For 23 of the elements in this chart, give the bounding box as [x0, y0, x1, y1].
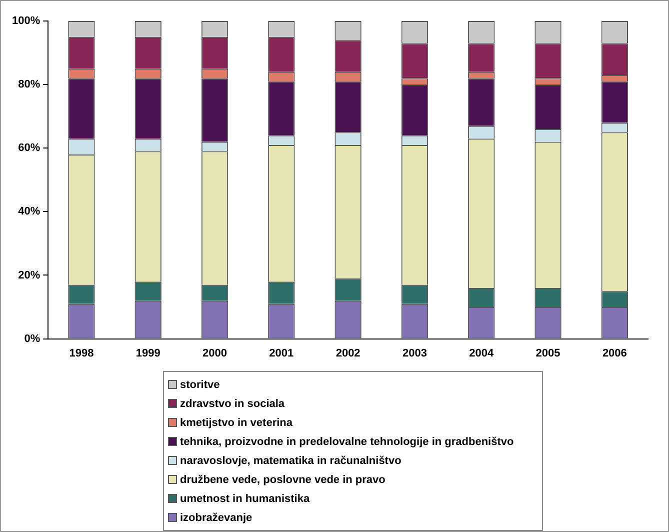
legend-label: umetnost in humanistika	[180, 492, 310, 504]
x-tick-label: 2001	[269, 347, 294, 360]
x-tick-label: 2004	[469, 347, 494, 360]
x-tick-label: 2003	[402, 347, 427, 360]
legend-label: izobraževanje	[180, 512, 252, 524]
y-tick-label: 0%	[24, 332, 40, 345]
legend-label: tehnika, proizvodne in predelovalne tehnologije in gradbeništvo	[180, 436, 514, 448]
y-tick-label: 80%	[18, 78, 40, 91]
x-tick-label: 1999	[136, 347, 160, 360]
x-tick-label: 2000	[202, 347, 228, 360]
x-tick-label: 1998	[69, 347, 94, 360]
legend-label: naravoslovje, matematika in računalništvo	[180, 454, 402, 466]
x-tick-label: 2005	[536, 347, 560, 360]
y-tick-label: 100%	[12, 15, 40, 28]
legend-label: storitve	[180, 378, 220, 390]
legend-label: kmetijstvo in veterina	[180, 416, 292, 428]
x-tick-label: 2006	[602, 347, 627, 360]
x-tick-label: 2002	[336, 347, 360, 360]
y-tick-label: 40%	[18, 206, 40, 218]
y-tick-label: 60%	[18, 142, 40, 154]
legend-label: zdravstvo in sociala	[180, 398, 285, 410]
legend-label: družbene vede, poslovne vede in pravo	[180, 474, 386, 486]
y-tick-label: 20%	[18, 269, 40, 282]
